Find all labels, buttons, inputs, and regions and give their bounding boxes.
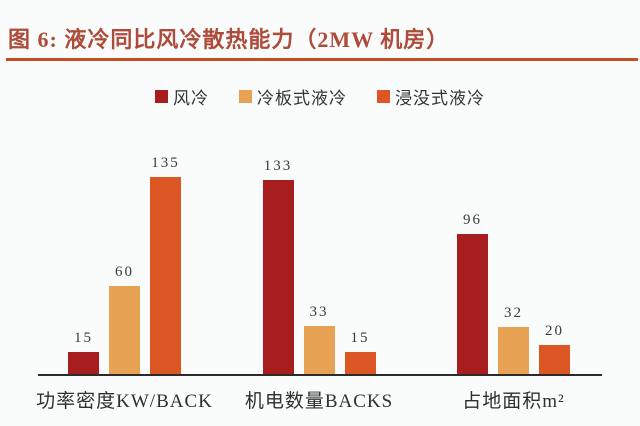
- bar-value-label: 33: [309, 304, 329, 320]
- bar-value-label: 15: [350, 330, 370, 346]
- category-label: 功率密度KW/BACK: [36, 391, 213, 412]
- bar-value-label: 96: [463, 212, 482, 228]
- legend-item: 浸没式液冷: [377, 84, 485, 109]
- legend-item: 风冷: [155, 84, 209, 109]
- bar-value-label: 60: [115, 264, 134, 280]
- plot-area: 15 60 135 功率密度KW/BACK 133 33 15 机电数量BACKS 96 32 20…: [36, 130, 570, 413]
- bar-column: 135: [150, 156, 181, 374]
- category-label: 机电数量BACKS: [244, 391, 394, 412]
- bar-value-label: 32: [504, 305, 523, 321]
- x-axis-line: [38, 374, 602, 376]
- legend-swatch: [377, 90, 390, 103]
- bar-group: 133 33 15 机电数量BACKS: [245, 158, 392, 413]
- legend-label: 冷板式液冷: [257, 89, 347, 108]
- legend-item: 冷板式液冷: [239, 84, 347, 109]
- bar-value-label: 20: [545, 323, 564, 339]
- bar: [457, 234, 488, 374]
- bar: [150, 177, 181, 374]
- bar-column: 15: [68, 331, 99, 374]
- bar: [539, 345, 570, 374]
- bar-value-label: 135: [151, 155, 180, 171]
- chart-legend: 风冷 冷板式液冷 浸没式液冷: [0, 84, 640, 109]
- bar-value-label: 133: [263, 158, 293, 174]
- legend-label: 浸没式液冷: [395, 89, 485, 108]
- bar-group: 15 60 135 功率密度KW/BACK: [36, 156, 212, 413]
- bar-column: 32: [498, 306, 529, 374]
- bar-column: 133: [262, 158, 294, 374]
- bar: [68, 352, 99, 374]
- bar-column: 60: [109, 265, 140, 374]
- bar: [303, 326, 335, 374]
- bar: [498, 327, 529, 374]
- bar-column: 33: [303, 304, 335, 374]
- title-underline: [6, 58, 638, 61]
- bar-value-label: 15: [74, 330, 93, 346]
- legend-label: 风冷: [173, 89, 209, 108]
- bar: [344, 352, 376, 374]
- bar: [109, 286, 140, 374]
- bar-chart: 15 60 135 功率密度KW/BACK 133 33 15 机电数量BACKS 96 32 20…: [36, 130, 602, 413]
- bar-column: 96: [457, 213, 488, 374]
- legend-swatch: [155, 90, 168, 103]
- legend-swatch: [239, 90, 252, 103]
- bar-group: 96 32 20 占地面积m²: [457, 213, 570, 412]
- category-label: 占地面积m²: [462, 391, 565, 412]
- figure-title: 图 6: 液冷同比风冷散热能力（2MW 机房）: [8, 27, 450, 52]
- bar-column: 20: [539, 324, 570, 374]
- bar: [262, 180, 294, 374]
- bar-column: 15: [344, 330, 376, 374]
